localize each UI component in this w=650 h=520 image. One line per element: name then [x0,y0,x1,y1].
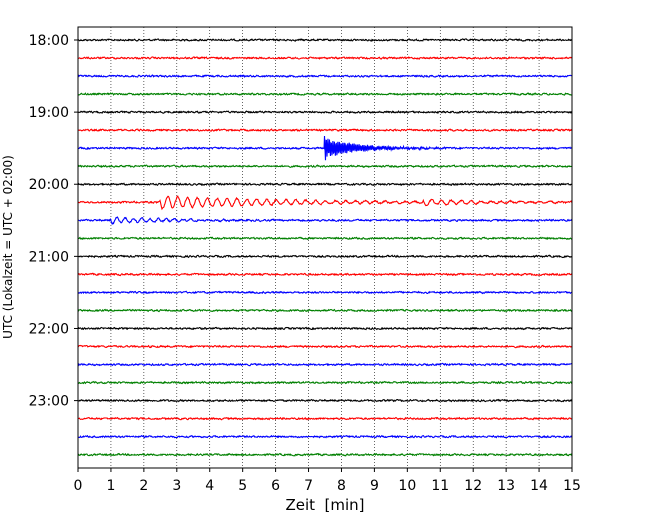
x-tick-label: 7 [304,478,313,494]
trace-2245 [77,380,573,385]
x-tick-label: 2 [139,478,148,494]
plot-frame [77,26,573,469]
trace-1900 [77,110,573,114]
trace-2300 [77,398,573,403]
x-tick-label: 11 [431,478,449,494]
x-tick-label: 9 [370,478,379,494]
y-tick-label: 20:00 [29,177,69,193]
trace-2000 [77,182,573,187]
y-tick-label: 21:00 [29,249,69,265]
trace-2145 [77,308,573,313]
x-tick-label: 15 [563,478,581,494]
x-tick-label: 4 [205,478,214,494]
x-tick-label: 0 [74,478,83,494]
trace-2030 [77,216,573,225]
trace-1815 [77,56,573,60]
x-tick-label: 12 [464,478,482,494]
trace-1800 [77,38,573,42]
trace-2330 [77,434,573,439]
x-axis: 0 1 2 3 4 5 6 7 8 9 10 11 12 13 14 15 [74,468,581,494]
trace-2045 [77,236,573,241]
x-tick-label: 8 [337,478,346,494]
x-tick-label: 5 [238,478,247,494]
x-tick-label: 1 [106,478,115,494]
trace-2100 [77,254,573,259]
y-axis: 18:00 19:00 20:00 21:00 22:00 23:00 [29,33,78,410]
trace-2130 [77,290,573,295]
trace-1945 [77,164,573,169]
x-tick-label: 13 [497,478,515,494]
x-tick-label: 10 [398,478,416,494]
x-tick-label: 6 [271,478,280,494]
x-axis-label: Zeit [min] [285,496,364,514]
trace-2015 [77,195,573,211]
trace-1830 [77,74,572,78]
trace-2215 [77,344,573,349]
y-tick-label: 23:00 [29,394,69,410]
trace-1915 [77,128,573,133]
x-tick-label: 3 [172,478,181,494]
y-tick-label: 18:00 [29,33,69,49]
trace-2315 [77,416,573,421]
trace-1845 [77,92,573,96]
trace-layer [77,38,573,457]
x-tick-label: 14 [530,478,548,494]
y-tick-label: 22:00 [29,321,69,337]
y-tick-label: 19:00 [29,105,69,121]
trace-2115 [77,272,573,277]
y-axis-label: UTC (Lokalzeit = UTC + 02:00) [1,155,15,339]
trace-2345 [77,452,573,457]
trace-1930 [77,135,573,161]
trace-2200 [77,326,573,331]
trace-2230 [77,362,573,367]
